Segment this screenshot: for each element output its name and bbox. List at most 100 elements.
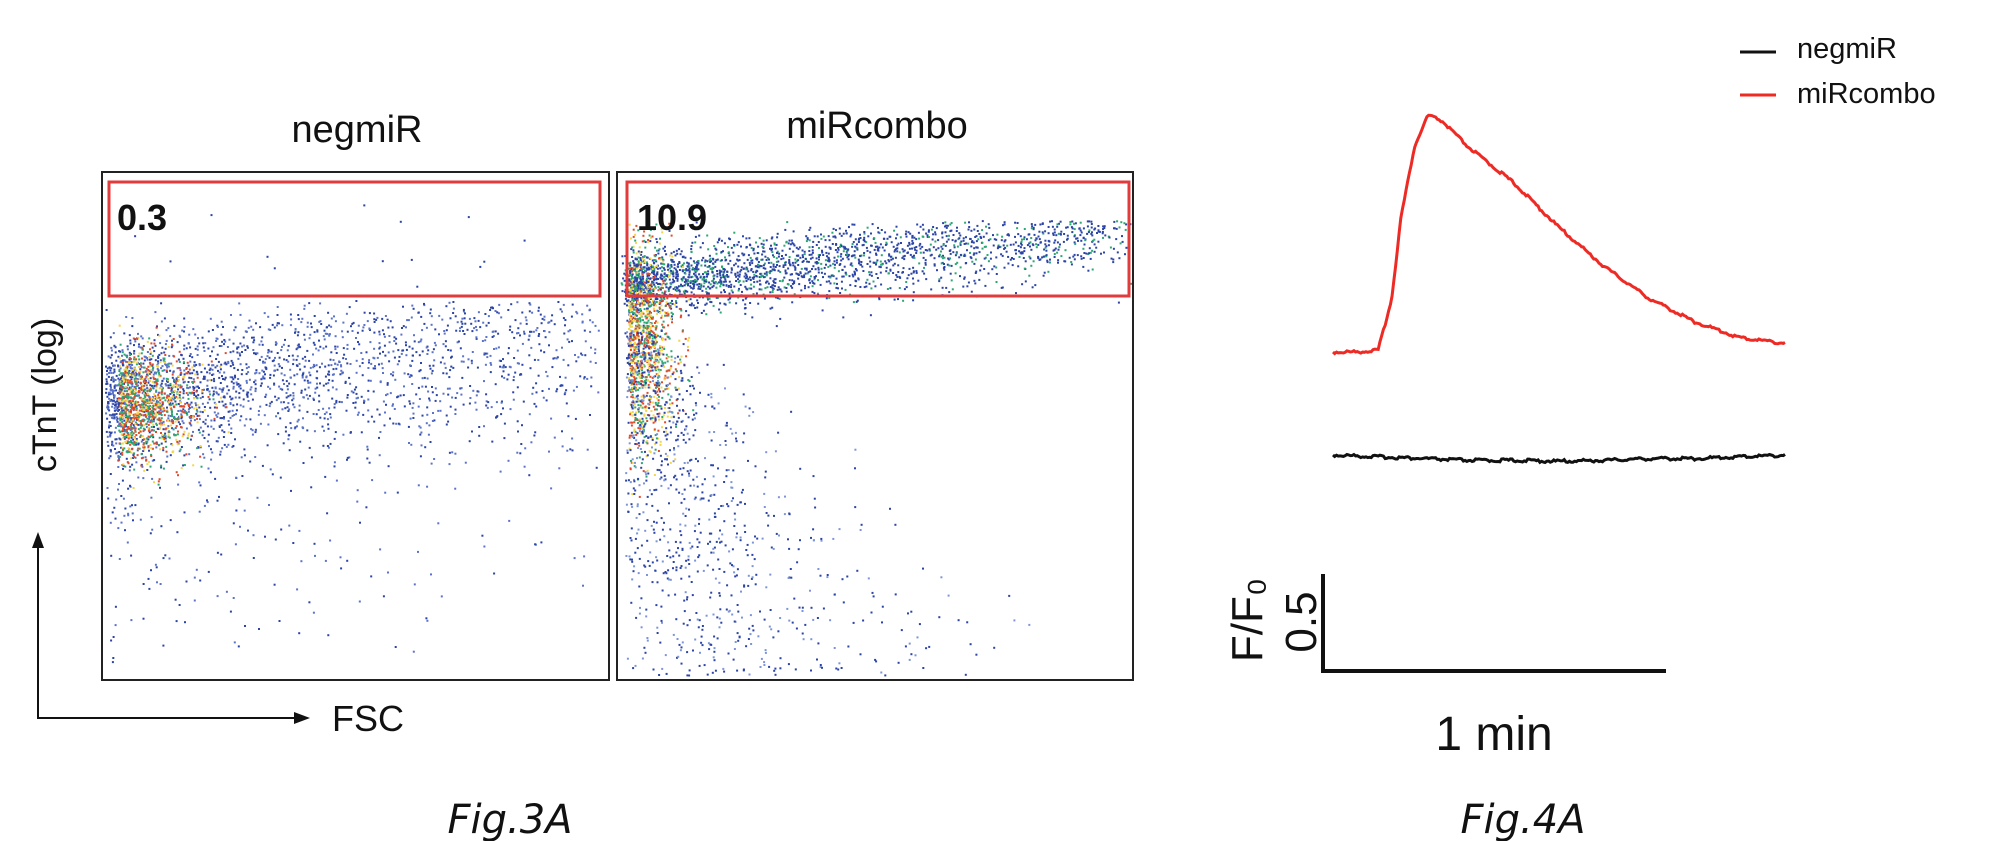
scatter-point [245,367,248,370]
scatter-point-dense [179,398,182,400]
scatter-point [791,279,794,282]
scatter-point [270,350,273,353]
scatter-point [221,417,224,420]
scatter-point [836,251,839,254]
scatter-point [167,425,170,427]
scatter-point [582,584,584,587]
scatter-point [237,357,240,360]
scatter-point [933,263,936,266]
scatter-point [160,320,163,323]
scatter-point [262,361,265,364]
scatter-point [889,255,892,258]
scatter-point [173,397,176,400]
scatter-point [822,235,825,238]
scatter-point [991,268,994,271]
scatter-point [171,402,174,405]
scatter-point [817,254,820,257]
scatter-point [945,235,948,238]
scatter-point-dense [182,378,185,381]
scatter-point-dense [127,437,130,440]
scatter-point [174,385,177,388]
scatter-point [218,426,221,428]
scatter-point [201,336,204,339]
scatter-point [788,256,791,259]
scatter-point-dense [150,426,153,428]
scatter-point [262,370,265,373]
scatter-point [850,233,853,236]
scatter-point [316,370,319,373]
scatter-point-dense [140,398,143,401]
scatter-point [254,352,257,355]
scatter-point [540,349,542,352]
scatter-point-dense [143,366,146,369]
scatter-point-dense [123,399,126,402]
scatter-point [232,378,235,381]
scatter-point [409,364,412,367]
scatter-point [399,394,402,397]
scatter-point [851,273,854,276]
scatter-point [827,235,830,238]
scatter-point [267,315,270,318]
scatter-point [687,314,690,317]
scatter-point [911,247,913,250]
scatter-point [128,358,131,361]
scatter-point [912,271,915,274]
scatter-point [1112,261,1115,264]
scatter-point [970,245,973,248]
scatter-point [431,386,433,388]
scatter-point [170,390,173,392]
scatter-point-dense [186,413,189,416]
scatter-point [197,337,199,340]
scatter-point [669,270,672,273]
scatter-point-dense [148,389,151,392]
scatter-point [198,364,201,367]
scatter-point [673,263,676,266]
scatter-point [1021,238,1023,241]
scatter-point [840,253,843,256]
scatter-point [714,260,717,263]
scatter-point-gated [399,220,402,223]
scatter-point [995,238,998,241]
scatter-point [866,278,869,281]
scatter-point [659,276,662,279]
scatter-point [201,402,204,405]
scatter-point [333,403,336,406]
scatter-point [878,298,881,301]
scatter-point [367,367,370,369]
scatter-point [445,423,448,426]
scatter-point [985,225,987,228]
scatter-point [912,291,915,294]
scatter-point [449,317,452,320]
scatter-point [199,446,202,449]
scatter-point [676,279,679,282]
scatter-point-dense [135,407,138,410]
scatter-point [177,403,180,405]
scatter-point-dense [170,424,173,427]
scatter-point [724,256,726,259]
scatter-point [809,226,812,229]
scatter-point [303,333,306,336]
scatter-point [245,379,248,382]
scatter-point-dense [167,419,170,422]
scatter-point [544,336,547,339]
scatter-point [111,661,114,664]
scatter-point [737,255,740,258]
scatter-point [183,330,185,333]
scatter-point-dense [134,429,137,432]
scatter-point-dense [135,401,138,404]
scatter-point [260,340,263,343]
scatter-point [242,336,245,339]
scatter-point [809,257,812,260]
scatter-point [590,346,592,349]
scatter-point [273,382,276,385]
scatter-point [1001,254,1004,257]
scatter-point [235,509,238,512]
scatter-point [191,356,194,359]
scatter-point [847,258,850,261]
scatter-point [897,264,900,267]
scatter-point [350,390,353,393]
scatter-point [1053,241,1056,244]
scatter-point [300,560,303,563]
scatter-point [901,256,904,259]
scatter-point [301,317,304,320]
